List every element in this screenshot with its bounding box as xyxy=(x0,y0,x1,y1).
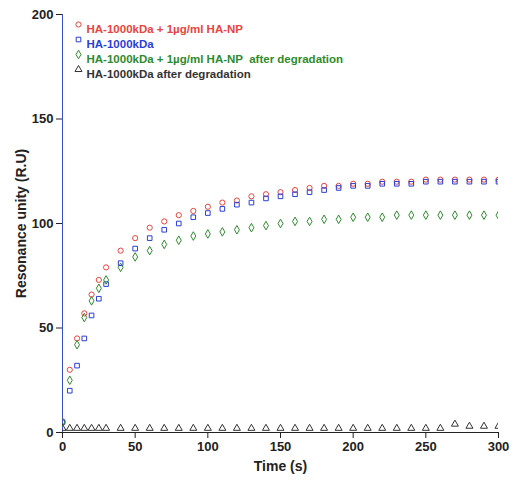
svg-text:HA-1000kDa after degradation: HA-1000kDa after degradation xyxy=(87,68,251,80)
svg-text:0: 0 xyxy=(59,439,66,454)
svg-text:50: 50 xyxy=(39,320,53,335)
svg-text:200: 200 xyxy=(32,7,54,22)
svg-text:200: 200 xyxy=(342,439,364,454)
svg-text:HA-1000kDa: HA-1000kDa xyxy=(87,38,155,50)
svg-text:100: 100 xyxy=(32,216,54,231)
svg-text:250: 250 xyxy=(415,439,437,454)
svg-text:HA-1000kDa + 1µg/ml HA-NP: HA-1000kDa + 1µg/ml HA-NP xyxy=(87,23,244,35)
svg-text:Resonance unity (R.U): Resonance unity (R.U) xyxy=(13,149,29,298)
svg-text:0: 0 xyxy=(46,425,53,440)
svg-text:50: 50 xyxy=(128,439,142,454)
svg-text:150: 150 xyxy=(270,439,292,454)
svg-text:300: 300 xyxy=(488,439,510,454)
svg-text:HA-1000kDa + 1µg/ml HA-NP aft: HA-1000kDa + 1µg/ml HA-NP after degradat… xyxy=(87,53,344,65)
svg-text:Time (s): Time (s) xyxy=(254,458,307,474)
svg-text:100: 100 xyxy=(197,439,219,454)
svg-text:150: 150 xyxy=(32,111,54,126)
